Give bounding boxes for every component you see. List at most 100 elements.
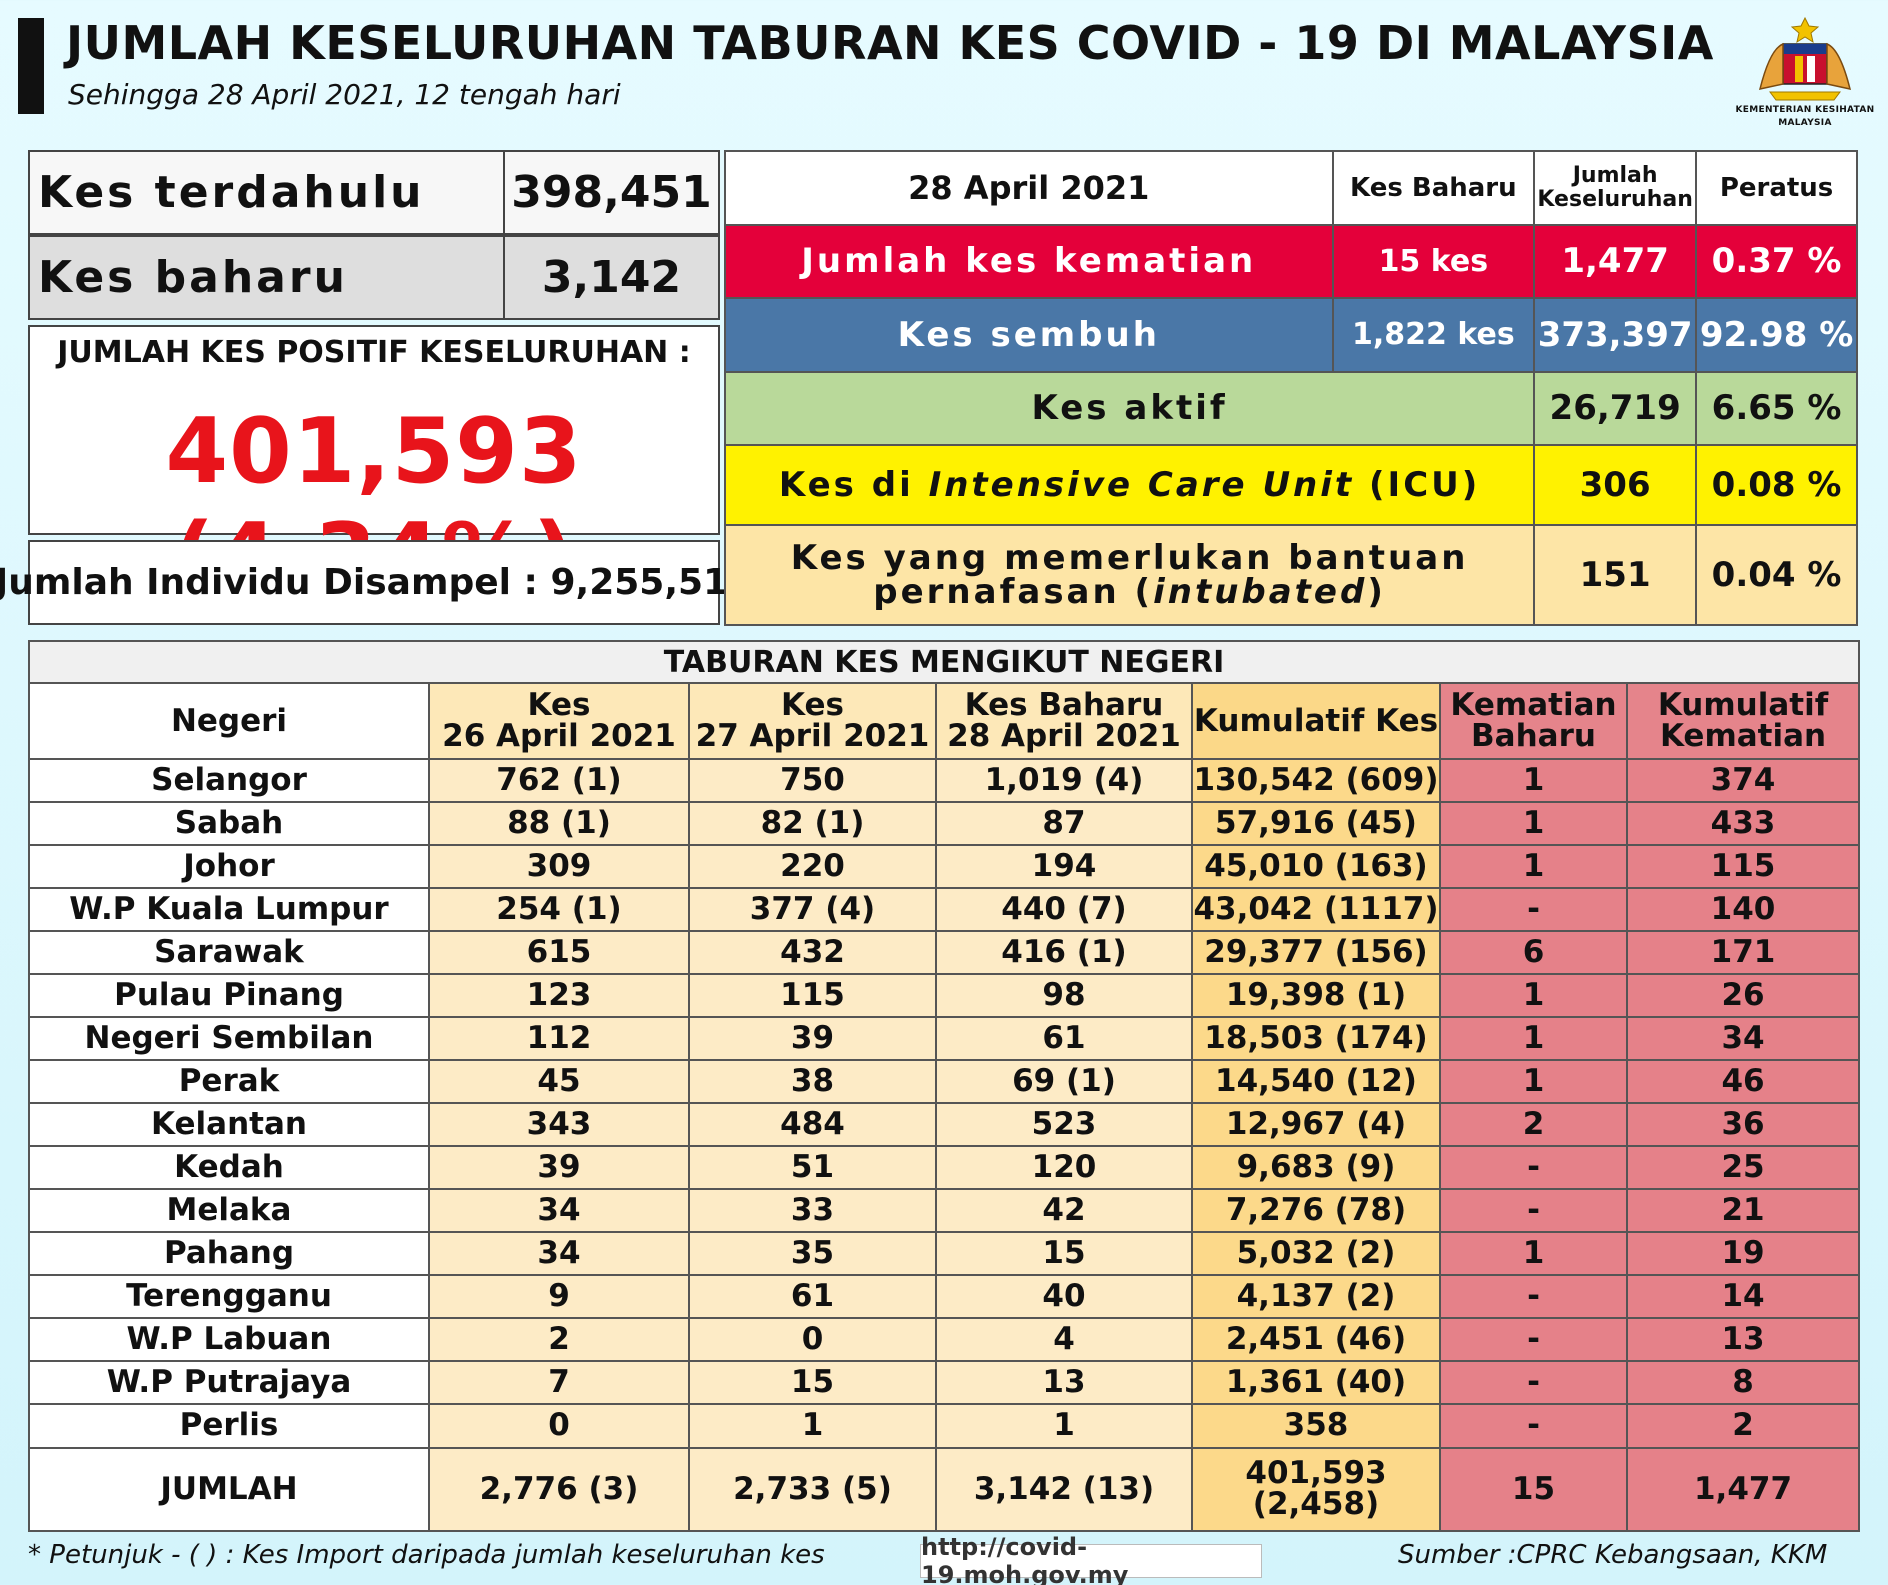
column-header-kumulatif-kes: Kumulatif Kes <box>1191 682 1441 760</box>
cell-kematian-baharu: - <box>1439 1188 1628 1234</box>
cell-kumulatif-kematian: 25 <box>1625 1145 1861 1191</box>
cell-kumulatif-kematian: 14 <box>1625 1274 1861 1320</box>
cell-kes-baharu-28-apr: 1 <box>935 1403 1193 1449</box>
cell-state: JUMLAH <box>28 1446 430 1532</box>
intubated-label: Kes yang memerlukan bantuan pernafasan (… <box>723 523 1536 627</box>
status-header-total-line2: Keseluruhan <box>1537 186 1693 212</box>
coat-of-arms-icon <box>1758 16 1852 101</box>
cell-kes-26-apr: 0 <box>428 1403 690 1449</box>
intubated-percent: 0.04 % <box>1695 523 1858 627</box>
intubated-label-post: ) <box>1367 571 1386 612</box>
cell-kes-26-apr: 9 <box>428 1274 690 1320</box>
cell-kumulatif-kes: 43,042 (1117) <box>1191 887 1441 933</box>
cell-kumulatif-kes: 29,377 (156) <box>1191 930 1441 976</box>
cell-kematian-baharu: 15 <box>1439 1446 1628 1532</box>
icu-label-post: (ICU) <box>1354 465 1481 506</box>
recovered-row: Kes sembuh 1,822 kes 373,397 92.98 % <box>724 297 1858 373</box>
cell-kes-27-apr: 35 <box>688 1231 937 1277</box>
column-header-kematian-baharu-line2: Baharu <box>1471 718 1596 754</box>
cell-kumulatif-kes: 130,542 (609) <box>1191 757 1441 804</box>
icu-row: Kes di Intensive Care Unit (ICU) 306 0.0… <box>723 444 1858 526</box>
cell-kumulatif-kematian: 13 <box>1625 1317 1861 1363</box>
cell-kes-26-apr: 112 <box>428 1016 690 1062</box>
cell-kumulatif-kematian: 34 <box>1625 1016 1861 1062</box>
cell-kumulatif-kematian: 46 <box>1625 1059 1861 1105</box>
status-header-date: 28 April 2021 <box>724 150 1334 226</box>
intubated-label-line2: pernafasan (intubated) <box>726 575 1533 609</box>
status-header-percent: Peratus <box>1695 150 1858 226</box>
active-label: Kes aktif <box>723 370 1536 447</box>
previous-cases-box: Kes terdahulu 398,451 <box>28 150 720 235</box>
cell-kumulatif-kematian: 171 <box>1625 930 1861 976</box>
cell-kes-26-apr: 88 (1) <box>428 801 690 847</box>
column-header-state-line1: Negeri <box>170 702 288 739</box>
logo-text-country: MALAYSIA <box>1778 118 1832 128</box>
cell-kumulatif-kes: 14,540 (12) <box>1191 1059 1441 1105</box>
cell-state: Perak <box>28 1059 430 1105</box>
cell-kumulatif-kematian: 433 <box>1625 801 1861 847</box>
column-header-kes-27-apr-line2: 27 April 2021 <box>695 718 930 754</box>
footnote: * Petunjuk - ( ) : Kes Import daripada j… <box>28 1540 825 1570</box>
cell-kes-baharu-28-apr: 87 <box>935 801 1193 847</box>
cell-kumulatif-kes: 19,398 (1) <box>1191 973 1441 1019</box>
logo-text-ministry: KEMENTERIAN KESIHATAN <box>1735 105 1875 115</box>
website-link[interactable]: http://covid-19.moh.gov.my <box>920 1533 1262 1585</box>
cell-state: Sabah <box>28 801 430 847</box>
cell-kematian-baharu: 1 <box>1439 973 1628 1019</box>
cell-state: W.P Putrajaya <box>28 1360 430 1406</box>
intubated-row: Kes yang memerlukan bantuan pernafasan (… <box>723 523 1858 627</box>
table-row: W.P Putrajaya 7 15 13 1,361 (40) -8 <box>28 1360 1861 1406</box>
source-note: Sumber :CPRC Kebangsaan, KKM <box>1398 1540 1828 1570</box>
page-subtitle: Sehingga 28 April 2021, 12 tengah hari <box>68 78 621 111</box>
column-header-kes-27-apr-line1: Kes <box>781 687 844 723</box>
death-row: Jumlah kes kematian 15 kes 1,477 0.37 % <box>724 223 1858 300</box>
intubated-total: 151 <box>1533 523 1698 627</box>
cell-kumulatif-kes: 45,010 (163) <box>1191 844 1441 890</box>
table-row: Sarawak 615 432 416 (1) 29,377 (156) 6 171 <box>28 930 1861 976</box>
status-header-new: Kes Baharu <box>1331 150 1536 226</box>
column-header-kumulatif-kematian-line2: Kematian <box>1659 718 1827 754</box>
cell-kematian-baharu: - <box>1439 1317 1628 1363</box>
column-header-kes-baharu-28-apr: Kes Baharu 28 April 2021 <box>935 682 1193 760</box>
table-row: Kelantan 343 484 523 12,967 (4) 2 36 <box>28 1102 1861 1148</box>
recovered-percent: 92.98 % <box>1695 297 1858 373</box>
death-label: Jumlah kes kematian <box>724 223 1334 300</box>
column-header-kematian-baharu-line1: Kematian <box>1450 687 1617 723</box>
table-row: Pahang 34 35 15 5,032 (2) 1 19 <box>28 1231 1861 1277</box>
cell-kematian-baharu: 1 <box>1439 844 1628 890</box>
cell-kes-27-apr: 0 <box>688 1317 937 1363</box>
cell-kes-baharu-28-apr: 15 <box>935 1231 1193 1277</box>
cell-kumulatif-kematian: 19 <box>1625 1231 1861 1277</box>
column-header-kes-26-apr: Kes 26 April 2021 <box>428 682 690 760</box>
cell-state: W.P Labuan <box>28 1317 430 1363</box>
death-new: 15 kes <box>1331 223 1536 300</box>
cell-kes-baharu-28-apr: 440 (7) <box>935 887 1193 933</box>
recovered-label: Kes sembuh <box>724 297 1334 373</box>
table-row: Melaka 34 33 42 7,276 (78) -21 <box>28 1188 1861 1234</box>
cell-kematian-baharu: 1 <box>1439 757 1628 804</box>
case-status-table: 28 April 2021 Kes Baharu Jumlah Keseluru… <box>723 150 1858 627</box>
cell-kumulatif-kematian: 115 <box>1625 844 1861 890</box>
cell-state: Negeri Sembilan <box>28 1016 430 1062</box>
new-cases-value: 3,142 <box>541 252 682 303</box>
column-header-kes-26-apr-line1: Kes <box>527 687 591 723</box>
status-header-total-line1: Jumlah <box>1572 162 1658 188</box>
cell-kes-baharu-28-apr: 120 <box>935 1145 1193 1191</box>
cell-kumulatif-kes: 4,137 (2) <box>1191 1274 1441 1320</box>
cell-kes-27-apr: 82 (1) <box>688 801 937 847</box>
cell-kematian-baharu: 6 <box>1439 930 1628 976</box>
table-row: W.P Kuala Lumpur 254 (1) 377 (4) 440 (7) 43,… <box>28 887 1861 933</box>
cell-kes-baharu-28-apr: 40 <box>935 1274 1193 1320</box>
ministry-logo: KEMENTERIAN KESIHATAN MALAYSIA <box>1730 14 1880 138</box>
cell-kumulatif-kematian: 140 <box>1625 887 1861 933</box>
recovered-total: 373,397 <box>1533 297 1698 373</box>
cell-state: Perlis <box>28 1403 430 1449</box>
column-header-kes-27-apr: Kes 27 April 2021 <box>688 682 937 760</box>
cell-kes-27-apr: 484 <box>688 1102 937 1148</box>
intubated-label-pre: pernafasan ( <box>873 571 1154 612</box>
cell-kes-baharu-28-apr: 3,142 (13) <box>935 1446 1193 1532</box>
cell-kematian-baharu: 1 <box>1439 1231 1628 1277</box>
table-row: Perak 45 38 69 (1) 14,540 (12) 1 46 <box>28 1059 1861 1105</box>
cell-kumulatif-kes: 1,361 (40) <box>1191 1360 1441 1406</box>
table-row: Perlis 0 1 1 358-2 <box>28 1403 1861 1449</box>
